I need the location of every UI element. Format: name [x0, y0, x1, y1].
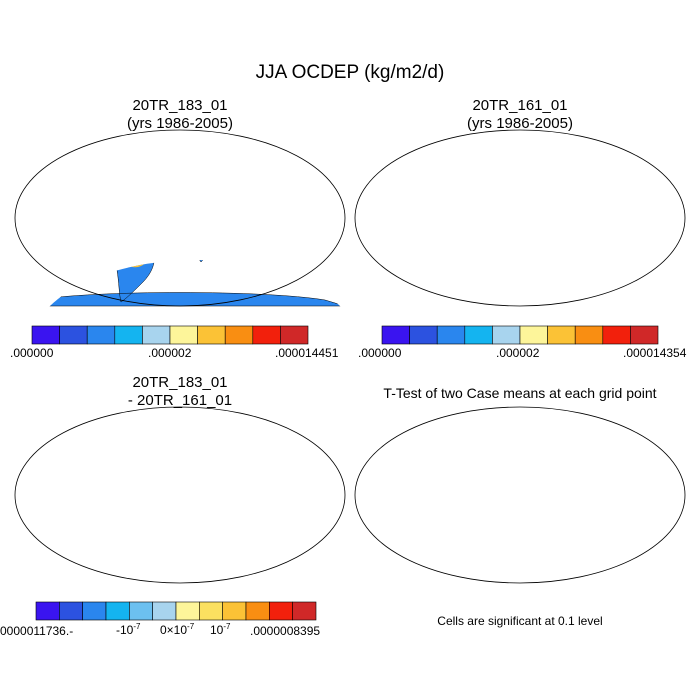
panel-title-bottom-left-line2: - 20TR_161_01: [127, 392, 233, 409]
map-top-right: [354, 129, 686, 307]
cb-bottom-left-swatch-4: [129, 601, 153, 621]
cb-top-right-swatch-1: [409, 325, 438, 345]
cb-top-left-swatch-5: [169, 325, 198, 345]
colorbar-bottom-left: [35, 601, 317, 621]
panel-title-top-left-line1: 20TR_183_01: [132, 97, 228, 114]
panel-title-top-right-line1: 20TR_161_01: [472, 97, 568, 114]
cb-top-right-min: .000000: [358, 346, 402, 360]
cb-top-right-swatch-2: [436, 325, 466, 345]
page-title: JJA OCDEP (kg/m2/d): [255, 62, 445, 83]
cb-top-left-swatch-4: [142, 325, 171, 345]
cb-top-left-min: .000000: [10, 346, 54, 360]
cb-top-left-swatch-3: [114, 325, 143, 345]
map-top-left: [14, 129, 346, 307]
cb-top-left-swatch-7: [224, 325, 254, 345]
cb-bottom-left-neg: -10-7: [116, 622, 141, 637]
panel-title-top-right-line2: (yrs 1986-2005): [467, 115, 573, 132]
map-bottom-right: [354, 406, 686, 584]
cb-bottom-left-swatch-1: [59, 601, 83, 621]
cb-bottom-left-swatch-2: [82, 601, 107, 621]
cb-top-left-max: .000014451: [275, 346, 339, 360]
colorbar-top-left: [31, 325, 309, 345]
cb-top-right-swatch-9: [630, 325, 659, 345]
cb-top-right-mid: .000002: [496, 346, 540, 360]
cb-top-left-mid: .000002: [148, 346, 192, 360]
panel-title-top-left: 20TR_183_01 (yrs 1986-2005): [30, 97, 330, 133]
cb-bottom-left-swatch-6: [175, 601, 200, 621]
cb-bottom-left-pos: 10-7: [210, 622, 231, 637]
panel-title-bottom-right: T-Test of two Case means at each grid po…: [383, 385, 657, 401]
cb-top-right-max: .000014354: [623, 346, 687, 360]
cb-bottom-left-zero: 0×10-7: [160, 622, 195, 637]
cb-top-right-swatch-6: [547, 325, 576, 345]
cb-bottom-left-swatch-8: [222, 601, 247, 621]
cb-top-left-swatch-9: [280, 325, 309, 345]
panel-title-bottom-left: 20TR_183_01 - 20TR_161_01: [30, 374, 330, 410]
cb-top-right-swatch-3: [464, 325, 493, 345]
cb-top-right-swatch-4: [492, 325, 521, 345]
cb-bottom-left-max: .0000008395: [250, 624, 321, 638]
cb-top-left-swatch-2: [86, 325, 116, 345]
cb-top-left-swatch-6: [197, 325, 226, 345]
panel-title-top-right: 20TR_161_01 (yrs 1986-2005): [370, 97, 670, 133]
cb-top-right-swatch-5: [519, 325, 548, 345]
cb-bottom-left-swatch-10: [269, 601, 293, 621]
cb-bottom-left-swatch-5: [152, 601, 177, 621]
cb-top-left-swatch-1: [59, 325, 88, 345]
panel-title-bottom-left-line1: 20TR_183_01: [132, 374, 228, 391]
cb-bottom-left-swatch-11: [292, 601, 317, 621]
panel-title-top-left-line2: (yrs 1986-2005): [127, 115, 233, 132]
cb-top-left-swatch-0: [31, 325, 60, 345]
cb-top-right-swatch-7: [574, 325, 604, 345]
cb-top-right-swatch-0: [381, 325, 410, 345]
cb-top-right-swatch-8: [602, 325, 631, 345]
cb-top-left-swatch-8: [252, 325, 281, 345]
colorbar-top-right: [381, 325, 659, 345]
ttest-note: Cells are significant at 0.1 level: [437, 614, 603, 628]
cb-bottom-left-swatch-7: [199, 601, 223, 621]
cb-bottom-left-min: -.0000011736: [0, 624, 74, 638]
cb-bottom-left-swatch-0: [35, 601, 60, 621]
cb-bottom-left-swatch-9: [245, 601, 270, 621]
cb-bottom-left-swatch-3: [105, 601, 130, 621]
map-bottom-left: [14, 406, 346, 584]
